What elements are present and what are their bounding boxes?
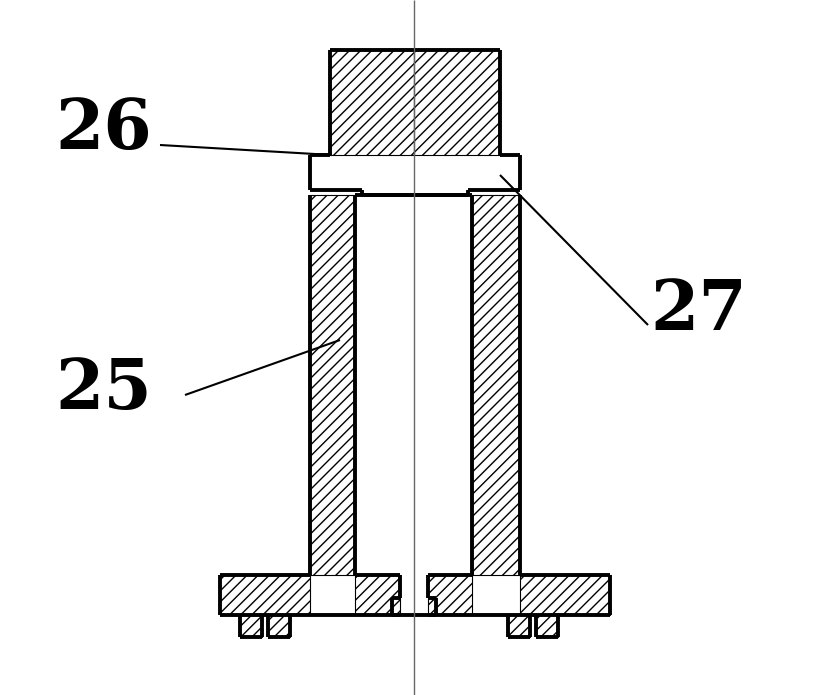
Polygon shape [519, 575, 609, 615]
Polygon shape [414, 50, 500, 155]
Polygon shape [240, 615, 261, 637]
Polygon shape [330, 50, 414, 155]
Polygon shape [428, 575, 471, 615]
Text: 27: 27 [649, 277, 746, 343]
Polygon shape [535, 615, 557, 637]
Polygon shape [355, 575, 399, 615]
Polygon shape [471, 195, 519, 575]
Text: 25: 25 [55, 357, 151, 423]
Polygon shape [268, 615, 289, 637]
Text: 26: 26 [55, 97, 151, 163]
Polygon shape [220, 575, 309, 615]
Polygon shape [309, 195, 355, 575]
Polygon shape [508, 615, 529, 637]
